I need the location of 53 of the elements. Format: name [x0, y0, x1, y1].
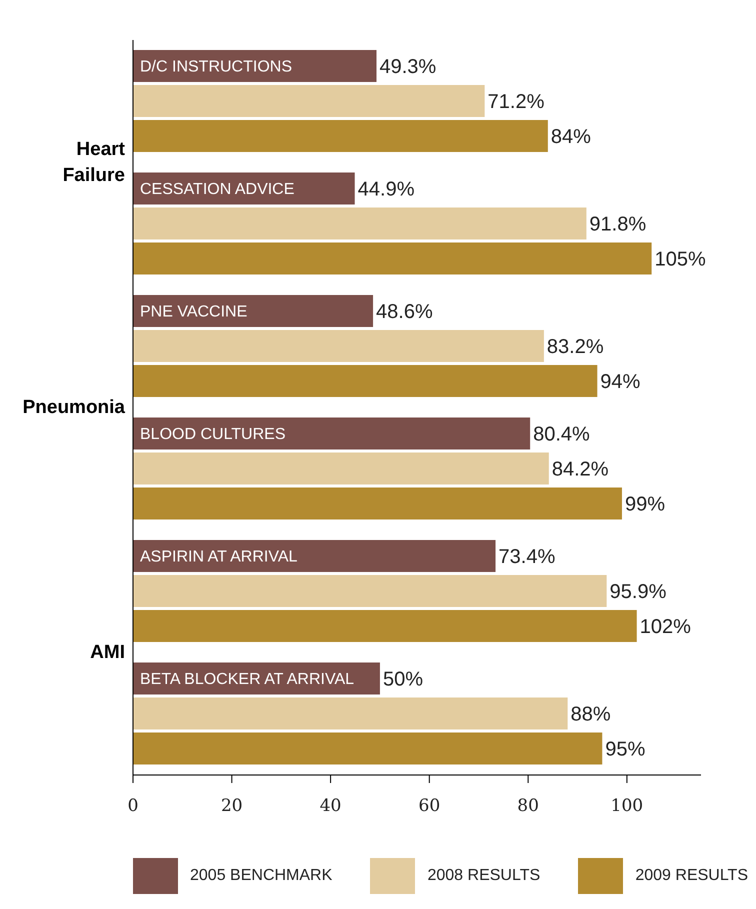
bar: [133, 452, 549, 484]
x-tick-label: 100: [610, 796, 644, 816]
text: Heart Failure: [62, 138, 125, 188]
bar: [133, 365, 598, 397]
bar: [133, 610, 637, 642]
bar: [133, 330, 544, 362]
bar: [133, 698, 568, 730]
data-label: 44.9%: [358, 178, 415, 200]
y-tick-label: D/C INSTRUCTIONS: [140, 58, 292, 76]
data-label: 80.4%: [533, 424, 590, 446]
text: AMI: [89, 640, 125, 664]
data-label: 99%: [624, 494, 666, 516]
y-tick-label: BETA BLOCKER AT ARRIVAL: [140, 671, 354, 688]
x-tick-label: 40: [320, 796, 342, 816]
legend-label: 2008 RESULTS: [427, 867, 540, 885]
bar: [133, 242, 652, 274]
y-tick-label: PNE VACCINE: [140, 304, 248, 321]
data-label: 49.3%: [380, 56, 436, 78]
data-label: 84%: [550, 126, 592, 148]
data-label: 91.8%: [589, 214, 646, 236]
data-label: 88%: [570, 704, 611, 726]
text: Pneumonia: [22, 396, 125, 420]
bar: [133, 85, 485, 117]
data-label: 83.2%: [546, 336, 604, 358]
data-label: 105%: [654, 248, 706, 270]
data-label: 102%: [640, 616, 692, 638]
bar: [133, 120, 548, 152]
bar: [133, 208, 586, 240]
data-label: 95%: [605, 738, 646, 760]
x-tick-label: 0: [128, 796, 138, 816]
x-tick-label: 20: [220, 796, 243, 816]
data-label: 95.9%: [610, 581, 667, 603]
legend-label: 2005 BENCHMARK: [190, 867, 332, 885]
bar: [133, 540, 496, 572]
data-label: 50%: [382, 668, 424, 690]
data-label: 48.6%: [376, 301, 433, 323]
bar: [133, 732, 602, 764]
bar: [133, 50, 376, 82]
data-label: 94%: [600, 371, 641, 393]
bar: [133, 418, 530, 450]
x-tick-label: 60: [418, 796, 440, 816]
x-tick-label: 80: [517, 796, 539, 816]
y-tick-label: BLOOD CULTURES: [140, 426, 286, 444]
y-tick-label: CESSATION ADVICE: [140, 181, 294, 198]
bar: [133, 575, 607, 607]
data-label: 71.2%: [488, 91, 545, 113]
bar: [133, 488, 622, 520]
y-tick-label: ASPIRIN AT ARRIVAL: [140, 548, 298, 566]
legend-label: 2009 RESULTS: [635, 867, 748, 885]
bar: [133, 295, 374, 327]
data-label: 73.4%: [498, 546, 556, 568]
data-label: 84.2%: [552, 458, 609, 480]
bar: [133, 172, 355, 204]
